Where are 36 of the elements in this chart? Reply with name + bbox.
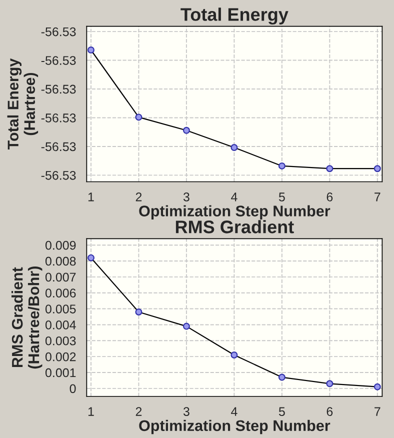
y-tick-label: 0.004 bbox=[45, 320, 76, 330]
y-tick-label: 0.001 bbox=[45, 368, 76, 378]
y-tick-label: 0.007 bbox=[45, 272, 76, 282]
x-axis-title: Optimization Step Number bbox=[139, 205, 330, 220]
text: -56.53 bbox=[41, 142, 76, 152]
x-axis-title: Optimization Step Number bbox=[139, 420, 330, 434]
text: -56.53 bbox=[41, 170, 76, 180]
x-tick-label: 5 bbox=[278, 407, 285, 416]
x-tick-label: 2 bbox=[136, 407, 142, 416]
x-tick-label: 4 bbox=[231, 407, 238, 416]
text: -56.53 bbox=[41, 114, 76, 122]
x-tick-label: 7 bbox=[374, 192, 380, 202]
y-axis-title: RMS Gradient (Hartree/Bohr) bbox=[12, 266, 42, 369]
x-tick-label: 4 bbox=[231, 192, 238, 202]
chart-title: RMS Gradient bbox=[176, 220, 294, 234]
x-tick-label: 1 bbox=[88, 192, 94, 202]
x-tick-label: 6 bbox=[326, 407, 333, 416]
y-tick-label: 0.006 bbox=[45, 288, 76, 298]
text: -56.53 bbox=[41, 27, 76, 36]
y-tick-label: 0.002 bbox=[45, 352, 76, 362]
x-tick-label: 6 bbox=[326, 192, 333, 202]
x-tick-label: 1 bbox=[88, 407, 94, 416]
x-tick-label: 7 bbox=[374, 407, 380, 416]
text: -56.53 bbox=[41, 56, 76, 65]
x-tick-label: 3 bbox=[183, 192, 190, 202]
y-tick-label: 0.005 bbox=[45, 304, 76, 314]
x-tick-label: 3 bbox=[183, 407, 190, 416]
x-tick-label: 5 bbox=[278, 192, 285, 202]
x-tick-label: 2 bbox=[136, 192, 142, 202]
text: -56.53 bbox=[41, 84, 76, 94]
y-tick-label: 0.008 bbox=[45, 256, 76, 266]
y-tick-label: 0 bbox=[70, 384, 76, 394]
y-axis-title: Total Energy (Hartree) bbox=[7, 58, 38, 150]
chart-title: Total Energy bbox=[180, 8, 288, 25]
y-tick-label: 0.003 bbox=[45, 336, 76, 346]
y-tick-label: 0.009 bbox=[45, 240, 76, 250]
